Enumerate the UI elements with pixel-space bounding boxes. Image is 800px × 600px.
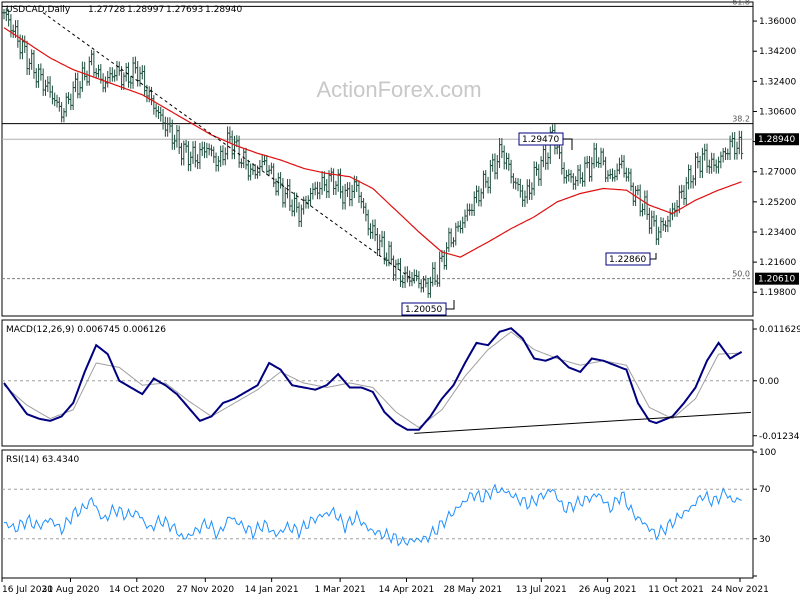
x-tick-label: 26 Aug 2021 xyxy=(579,585,637,595)
macd-pane: 0.011629 0.00 -0.012348 MACD(12,26,9) 0.00… xyxy=(1,319,800,447)
price-annotation-text: 1.29470 xyxy=(522,135,559,145)
macd-tick-label: 0.00 xyxy=(759,377,779,387)
annotation-leader xyxy=(650,253,657,260)
macd-signal-line xyxy=(3,331,742,429)
ohlc-bar xyxy=(740,130,744,160)
annotation-leader xyxy=(563,138,573,150)
x-tick-label: 14 Oct 2020 xyxy=(109,585,165,595)
macd-y-axis: 0.011629 0.00 -0.012348 xyxy=(2,325,800,442)
macd-title: MACD(12,26,9) 0.006745 0.006126 xyxy=(6,325,166,335)
annotation-leader xyxy=(446,300,455,310)
price-tick-label: 1.36000 xyxy=(759,17,796,27)
price-annotation-text: 1.20050 xyxy=(405,305,442,315)
x-tick-label: 1 Mar 2021 xyxy=(314,585,365,595)
rsi-tick-label: 70 xyxy=(759,485,771,495)
price-tick-label: 1.23400 xyxy=(759,228,796,238)
downtrend-line xyxy=(42,12,415,282)
instrument-title: USDCAD,Daily xyxy=(6,5,71,15)
price-pane-frame xyxy=(1,1,754,317)
fibonacci-levels: 61.8 38.2 50.0 1.20610 1.28940 xyxy=(2,0,799,285)
price-lines xyxy=(3,12,742,282)
rsi-tick-label: 100 xyxy=(759,448,776,458)
rsi-y-axis: 100 70 30 xyxy=(2,448,776,577)
ohlc-close: 1.28940 xyxy=(205,5,242,15)
price-tick-label: 1.32400 xyxy=(759,77,796,87)
macd-pane-frame xyxy=(1,319,754,447)
x-tick-label: 13 Jul 2021 xyxy=(516,585,567,595)
x-tick-label: 28 May 2021 xyxy=(443,585,502,595)
macd-trendline xyxy=(414,411,752,434)
current-price-box xyxy=(755,133,799,146)
fib-price-text: 1.20610 xyxy=(758,275,795,285)
price-tick-label: 1.25200 xyxy=(759,198,796,208)
rsi-pane: 100 70 30 RSI(14) 63.4340 xyxy=(1,448,776,579)
ohlc-low: 1.27693 xyxy=(166,5,203,15)
price-annotations: 1.29470 1.22860 1.20050 xyxy=(401,132,657,316)
macd-tick-label: 0.011629 xyxy=(759,325,800,335)
fib-price-box xyxy=(755,272,799,285)
rsi-line xyxy=(3,483,742,547)
fib-level-label: 50.0 xyxy=(732,270,750,279)
price-annotation-text: 1.22860 xyxy=(609,255,646,265)
ohlc-open: 1.27728 xyxy=(88,5,125,15)
macd-lines xyxy=(3,327,752,434)
price-title: USDCAD,Daily 1.27728 1.28997 1.27693 1.2… xyxy=(6,5,242,15)
macd-tick-label: -0.012348 xyxy=(759,432,800,442)
x-tick-label: 14 Apr 2021 xyxy=(379,585,435,595)
watermark: ActionForex.com xyxy=(316,77,481,102)
price-bars xyxy=(2,8,744,298)
x-tick-label: 14 Jan 2021 xyxy=(245,585,299,595)
price-tick-label: 1.27000 xyxy=(759,168,796,178)
price-tick-label: 1.19800 xyxy=(759,288,796,298)
x-tick-label: 24 Nov 2021 xyxy=(711,585,769,595)
price-tick-label: 1.34200 xyxy=(759,47,796,57)
rsi-lines xyxy=(3,483,742,547)
price-tick-label: 1.30600 xyxy=(759,107,796,117)
macd-main-line xyxy=(3,327,743,431)
rsi-pane-frame xyxy=(1,449,754,579)
rsi-tick-label: 30 xyxy=(759,535,771,545)
price-tick-label: 1.21600 xyxy=(759,258,796,268)
fib-level-label: 38.2 xyxy=(732,115,750,124)
x-tick-label: 11 Oct 2021 xyxy=(648,585,704,595)
ohlc-high: 1.28997 xyxy=(127,5,164,15)
rsi-title: RSI(14) 63.4340 xyxy=(6,455,79,465)
price-pane: ActionForex.com 1.36000 1.34200 1.32400 1.3… xyxy=(1,0,799,317)
moving-average-line xyxy=(3,27,742,258)
x-tick-label: 27 Nov 2020 xyxy=(176,585,234,595)
x-tick-label: 16 Jul 2020 xyxy=(2,585,53,595)
current-price-text: 1.28940 xyxy=(758,135,795,145)
x-tick-label: 31 Aug 2020 xyxy=(42,585,100,595)
fib-level-label: 61.8 xyxy=(732,0,750,6)
